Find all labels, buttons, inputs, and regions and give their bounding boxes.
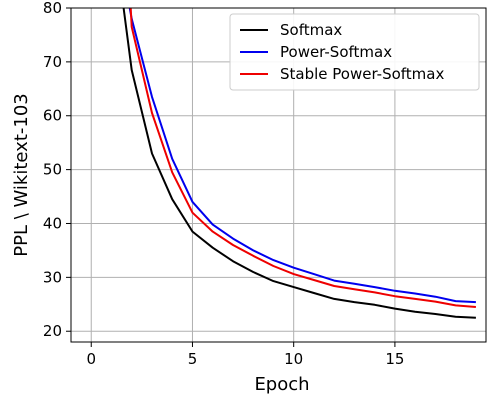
legend: Softmax Power-Softmax Stable Power-Softmax bbox=[229, 13, 480, 91]
series-line-stable-power-softmax bbox=[129, 8, 476, 308]
x-tick-label: 15 bbox=[385, 350, 404, 368]
x-tick-label: 5 bbox=[188, 350, 198, 368]
x-tick-label: 0 bbox=[86, 350, 96, 368]
x-tick-label: 10 bbox=[284, 350, 303, 368]
y-tick-label: 80 bbox=[43, 0, 62, 17]
y-tick-label: 50 bbox=[43, 161, 62, 179]
legend-label: Power-Softmax bbox=[280, 43, 392, 61]
y-tick-label: 60 bbox=[43, 107, 62, 125]
legend-label: Stable Power-Softmax bbox=[280, 65, 444, 83]
y-axis-title: PPL \ Wikitext-103 bbox=[11, 93, 32, 256]
axis-ticks: 0 5 10 15 20 30 40 50 60 70 80 bbox=[43, 0, 405, 368]
plot-area-frame bbox=[70, 7, 487, 343]
legend-box bbox=[229, 13, 480, 91]
y-tick-label: 40 bbox=[43, 214, 62, 232]
y-tick-label: 70 bbox=[43, 53, 62, 71]
series-lines bbox=[122, 8, 476, 319]
series-line-power-softmax bbox=[128, 8, 476, 304]
y-tick-label: 20 bbox=[43, 322, 62, 340]
series-line-softmax bbox=[122, 8, 476, 319]
y-tick-label: 30 bbox=[43, 268, 62, 286]
x-axis-title: Epoch bbox=[254, 374, 309, 395]
legend-label: Softmax bbox=[280, 21, 342, 39]
